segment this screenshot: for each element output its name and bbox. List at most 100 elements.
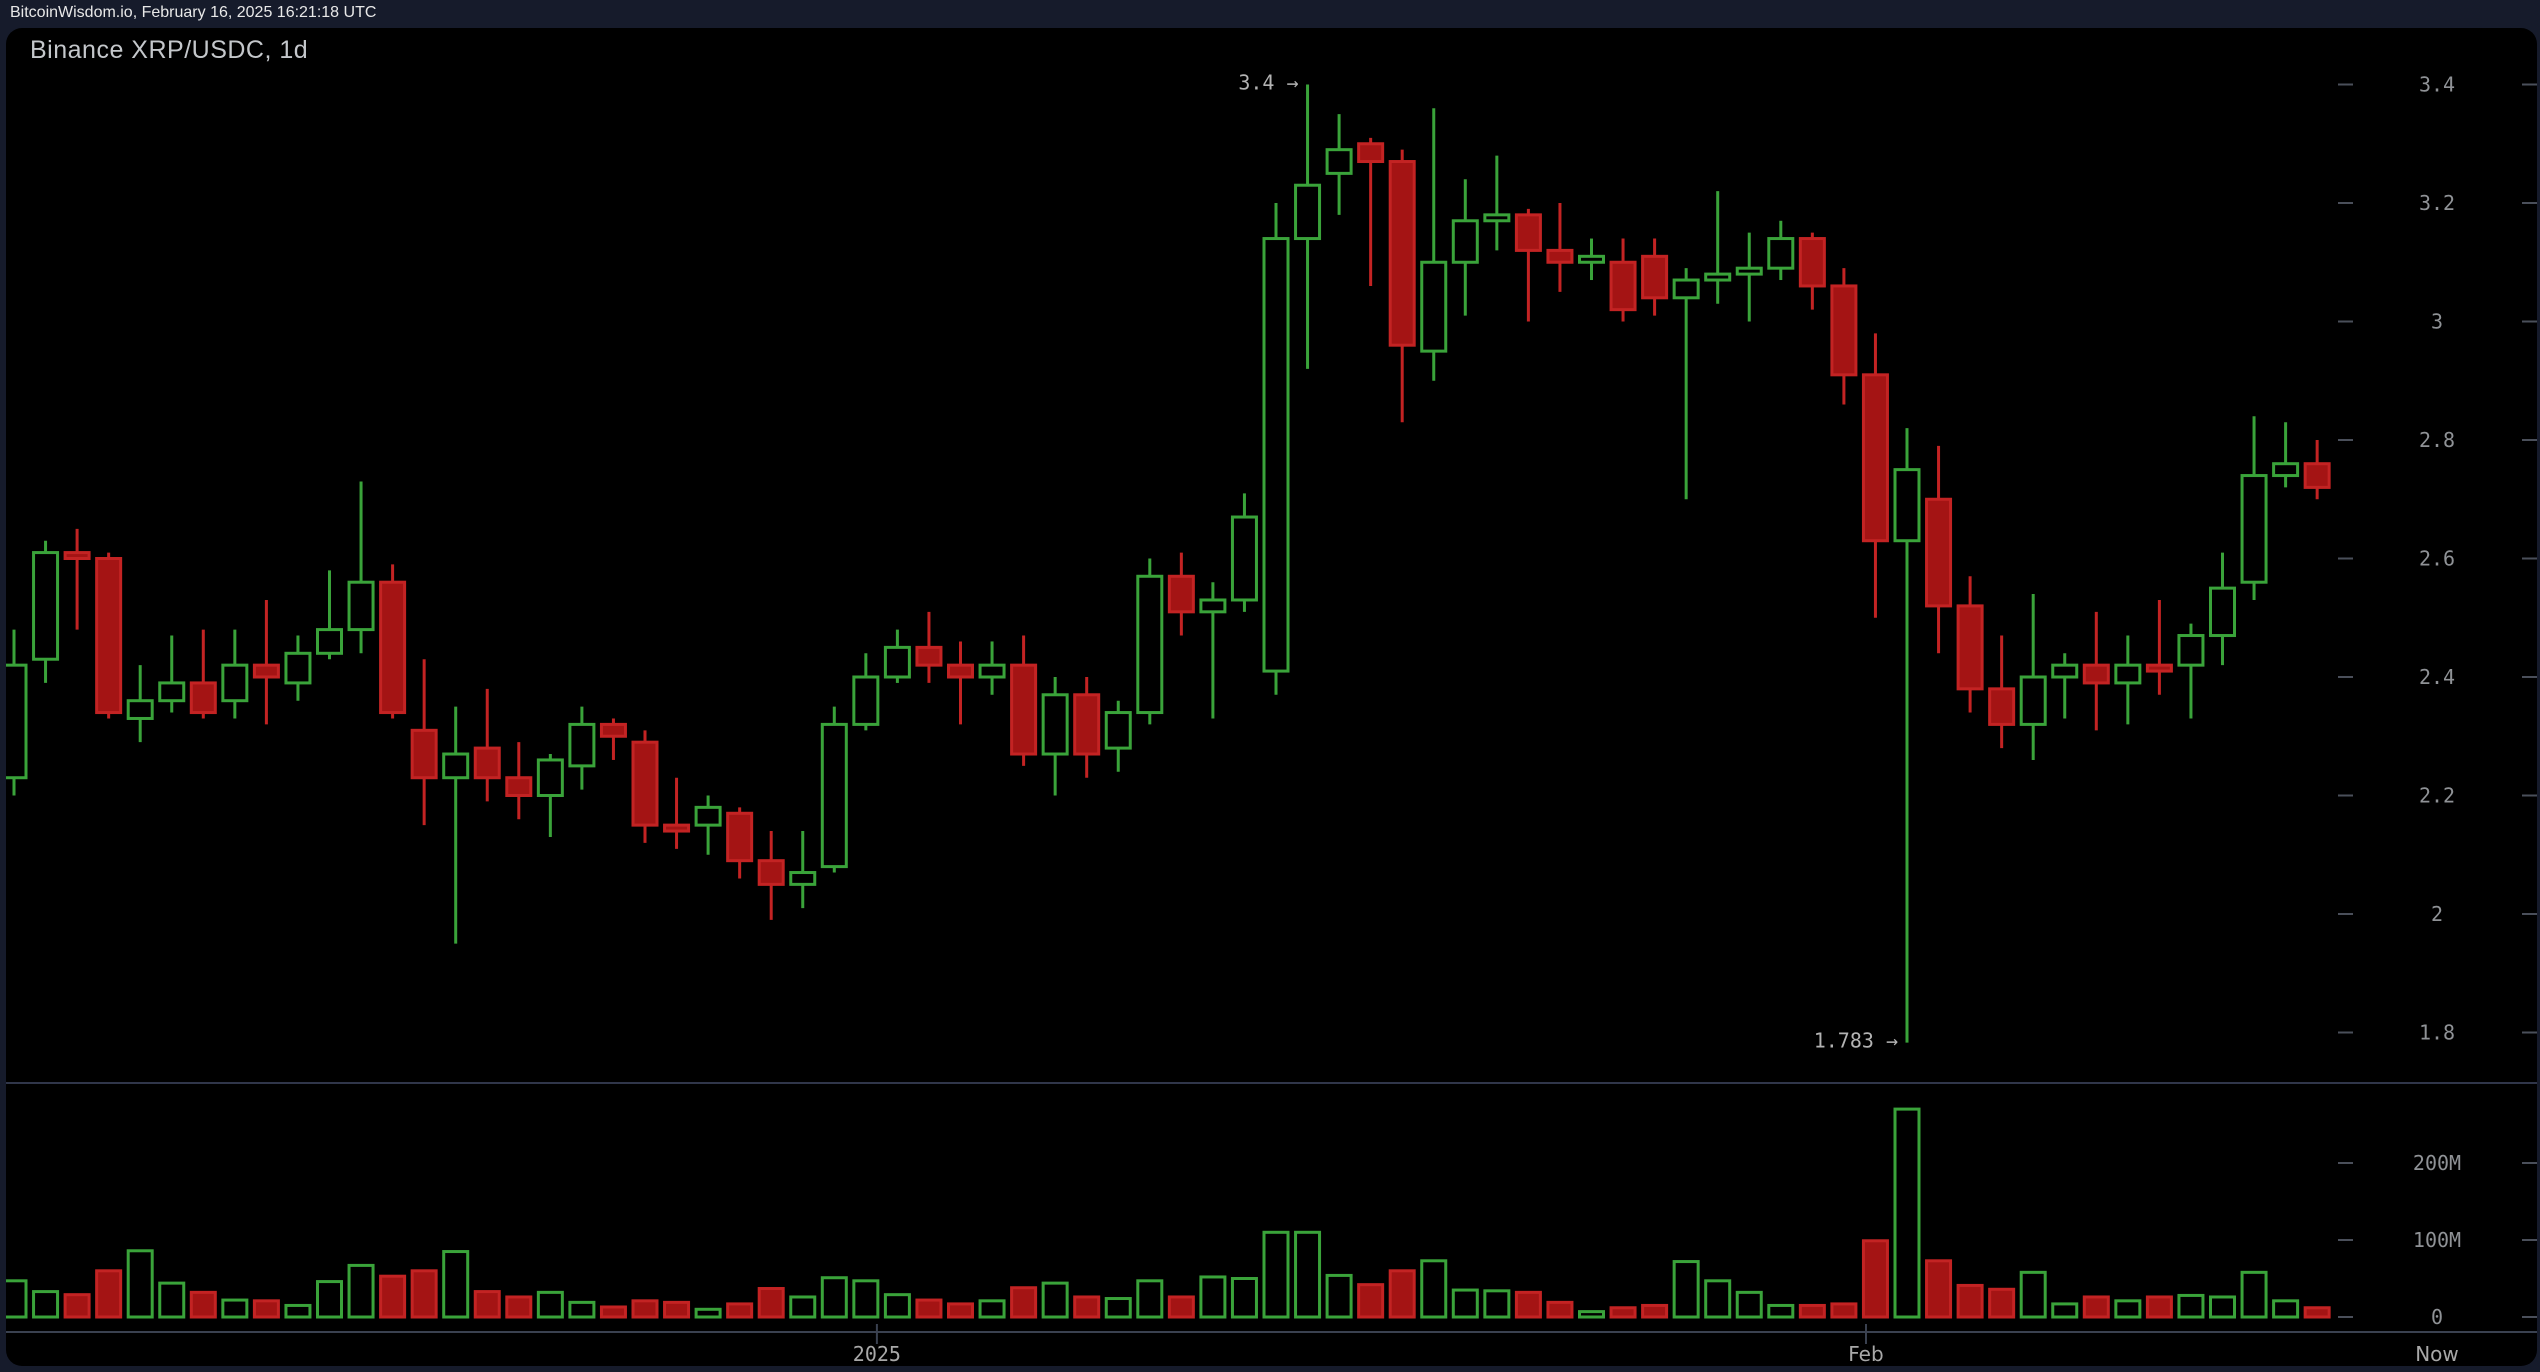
volume-bar bbox=[318, 1282, 342, 1317]
candle bbox=[412, 659, 436, 825]
price-tick-label: 1.8 bbox=[2419, 1021, 2455, 1045]
candle bbox=[1264, 203, 1288, 695]
volume-bar bbox=[1485, 1291, 1509, 1317]
chart-title: Binance XRP/USDC, 1d bbox=[30, 36, 309, 64]
candle bbox=[1201, 582, 1225, 718]
candle bbox=[1548, 203, 1572, 292]
volume-bar bbox=[1832, 1304, 1856, 1317]
candle bbox=[1580, 239, 1604, 280]
candle bbox=[223, 630, 247, 719]
candle-body bbox=[1832, 286, 1856, 375]
candle-body bbox=[1043, 695, 1067, 754]
candle bbox=[791, 831, 815, 908]
time-label: Feb bbox=[1848, 1342, 1883, 1366]
candle bbox=[2274, 422, 2298, 487]
volume-bar bbox=[1327, 1275, 1351, 1317]
volume-bar bbox=[854, 1281, 878, 1317]
candle-body bbox=[507, 778, 531, 796]
volume-bar bbox=[1201, 1277, 1225, 1317]
volume-bar bbox=[822, 1278, 846, 1317]
volume-bar bbox=[286, 1305, 310, 1317]
volume-bar bbox=[1548, 1302, 1572, 1317]
price-tick-label: 2.8 bbox=[2419, 428, 2455, 452]
volume-bar bbox=[1611, 1308, 1635, 1317]
volume-bar bbox=[791, 1297, 815, 1317]
candle bbox=[1516, 209, 1540, 322]
candle bbox=[2242, 416, 2266, 600]
candle bbox=[759, 831, 783, 920]
candle bbox=[885, 630, 909, 683]
volume-bar bbox=[97, 1271, 121, 1317]
candle-body bbox=[665, 825, 689, 831]
volume-bar bbox=[1422, 1261, 1446, 1317]
candle bbox=[1075, 677, 1099, 778]
candle bbox=[160, 636, 184, 713]
candle-body bbox=[1580, 256, 1604, 262]
candle-body bbox=[791, 873, 815, 885]
candle-body bbox=[696, 807, 720, 825]
candle-body bbox=[2053, 665, 2077, 677]
candle-body bbox=[822, 724, 846, 866]
volume-bar bbox=[1012, 1288, 1036, 1317]
candle-body bbox=[2021, 677, 2045, 724]
volume-bar bbox=[1264, 1232, 1288, 1317]
price-tick-label: 3.2 bbox=[2419, 191, 2455, 215]
volume-bar bbox=[191, 1292, 215, 1317]
candle-body bbox=[1232, 517, 1256, 600]
volume-bar bbox=[1958, 1285, 1982, 1317]
volume-bar bbox=[34, 1292, 58, 1317]
volume-bar bbox=[65, 1295, 89, 1317]
candle bbox=[1674, 268, 1698, 499]
volume-bar bbox=[160, 1283, 184, 1317]
volume-bar bbox=[1043, 1283, 1067, 1317]
candle bbox=[286, 636, 310, 701]
volume-bar bbox=[507, 1297, 531, 1317]
candle bbox=[2116, 636, 2140, 725]
candle-body bbox=[2084, 665, 2108, 683]
candle-body bbox=[1958, 606, 1982, 689]
candle-body bbox=[1422, 262, 1446, 351]
candle-body bbox=[1106, 713, 1130, 749]
candles-layer bbox=[2, 85, 2329, 1043]
candle bbox=[1169, 553, 1193, 636]
candle-body bbox=[1548, 250, 1572, 262]
candle bbox=[65, 529, 89, 630]
candle-body bbox=[286, 653, 310, 683]
volume-bar bbox=[1169, 1297, 1193, 1317]
candle-body bbox=[1863, 375, 1887, 541]
candle-body bbox=[1737, 268, 1761, 274]
candle bbox=[1643, 239, 1667, 316]
volume-bar bbox=[885, 1295, 909, 1317]
volume-bar bbox=[2021, 1272, 2045, 1317]
volume-bar bbox=[1674, 1262, 1698, 1317]
candle bbox=[1043, 677, 1067, 796]
volume-bar bbox=[1895, 1109, 1919, 1317]
candle bbox=[980, 641, 1004, 694]
volume-bar bbox=[696, 1309, 720, 1317]
volume-bar bbox=[917, 1300, 941, 1317]
volume-bar bbox=[1800, 1305, 1824, 1317]
candle bbox=[507, 742, 531, 819]
candle-body bbox=[759, 861, 783, 885]
volume-bar bbox=[1990, 1289, 2014, 1317]
volume-bar bbox=[538, 1292, 562, 1317]
candle bbox=[1895, 428, 1919, 1042]
volume-bar bbox=[2053, 1304, 2077, 1317]
site-header: BitcoinWisdom.io, February 16, 2025 16:2… bbox=[0, 0, 2540, 28]
candle bbox=[728, 807, 752, 878]
candle bbox=[349, 481, 373, 653]
volume-layer bbox=[2, 1109, 2329, 1317]
candle-body bbox=[1390, 162, 1414, 346]
volume-bar bbox=[1359, 1285, 1383, 1317]
candle-body bbox=[1296, 185, 1320, 238]
candle bbox=[254, 600, 278, 724]
volume-bar bbox=[980, 1301, 1004, 1317]
candle bbox=[949, 641, 973, 724]
volume-bar bbox=[349, 1265, 373, 1317]
candle-body bbox=[1674, 280, 1698, 298]
volume-bar bbox=[254, 1301, 278, 1317]
candle-body bbox=[1264, 239, 1288, 672]
candle bbox=[1737, 233, 1761, 322]
time-label: 2025 bbox=[853, 1342, 901, 1366]
